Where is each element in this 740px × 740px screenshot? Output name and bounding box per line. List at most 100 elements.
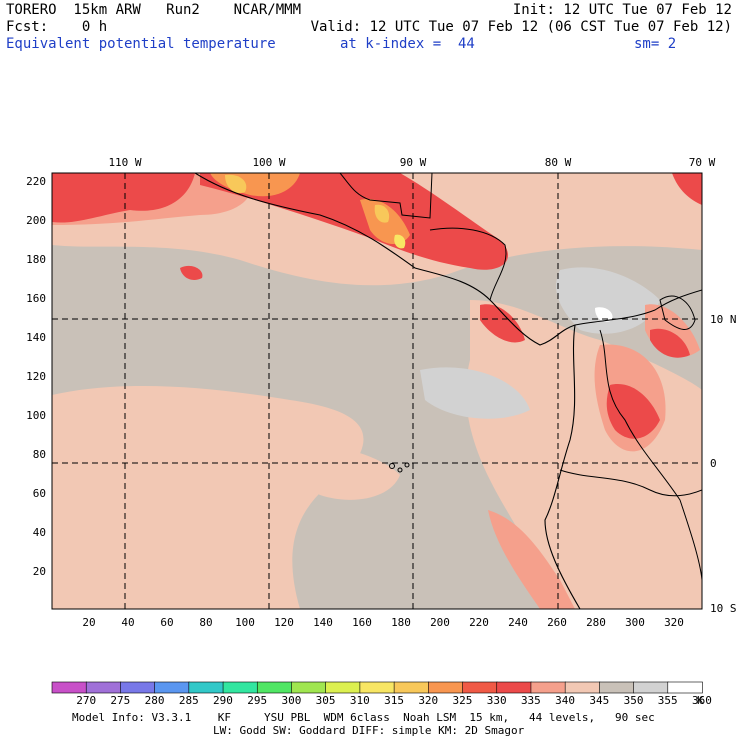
- lake-maracaibo: [659, 295, 696, 330]
- lat-label: 10 N: [710, 313, 737, 326]
- colorbar-swatch: [633, 681, 669, 694]
- x-tick-label: 120: [274, 616, 294, 629]
- colorbar-swatch: [188, 681, 224, 694]
- y-tick-label: 40: [33, 526, 46, 539]
- colorbar-level-label: 340: [555, 694, 576, 707]
- colorbar-level-label: 290: [213, 694, 233, 707]
- colorbar-swatch: [393, 681, 430, 694]
- physics-info: LW: Godd SW: Goddard DIFF: simple KM: 2D…: [213, 724, 525, 737]
- yellow-patch-2: [374, 204, 390, 223]
- colorbar-swatch: [496, 681, 532, 694]
- y-tick-label: 80: [33, 448, 46, 461]
- colorbar: [51, 681, 703, 694]
- top-longitude-labels: 110 W 100 W 90 W 80 W 70 W: [108, 156, 715, 169]
- colorbar-level-label: 330: [486, 694, 507, 707]
- colorbar-swatch: [154, 681, 190, 694]
- colorbar-swatch: [120, 681, 156, 694]
- field-shading: [52, 173, 702, 609]
- y-tick-label: 120: [26, 370, 46, 383]
- x-tick-label: 20: [82, 616, 95, 629]
- colorbar-level-label: 335: [520, 694, 541, 707]
- colorbar-swatch: [85, 681, 122, 694]
- y-tick-label: 100: [26, 409, 46, 422]
- x-tick-label: 260: [547, 616, 567, 629]
- x-tick-label: 300: [625, 616, 645, 629]
- x-tick-label: 160: [352, 616, 372, 629]
- smoothing-label: sm= 2: [634, 36, 677, 52]
- colorbar-level-label: 355: [657, 694, 678, 707]
- colorbar-level-label: 360: [692, 694, 712, 707]
- northeast-red-patch: [672, 173, 702, 205]
- x-tick-label: 40: [121, 616, 134, 629]
- forecast-hour: Fcst: 0 h: [6, 19, 108, 35]
- map-frame: [51, 172, 703, 610]
- lon-label: 110 W: [108, 156, 141, 169]
- colorbar-level-label: 285: [178, 694, 199, 707]
- colorbar-level-label: 305: [315, 694, 336, 707]
- costa-rica-red-patch: [480, 304, 525, 343]
- colorbar-swatch: [599, 681, 635, 694]
- bottom-x-ticks: 20 40 60 80 100 120 140 160 180 200 220 …: [82, 616, 684, 629]
- colorbar-unit: K: [697, 694, 704, 707]
- x-tick-label: 140: [313, 616, 333, 629]
- right-latitude-labels: 10 N 0 10 S: [710, 313, 737, 615]
- y-tick-label: 20: [33, 565, 46, 578]
- colorbar-level-label: 310: [349, 694, 370, 707]
- colorbar-swatch: [667, 681, 703, 694]
- pacific-gray-patch: [420, 367, 530, 419]
- yellow-patch-3: [394, 234, 406, 249]
- y-tick-label: 60: [33, 487, 46, 500]
- south-america-west-coast: [544, 324, 581, 609]
- andes-red-region: [606, 384, 660, 439]
- x-tick-label: 240: [508, 616, 528, 629]
- offshore-red-patch: [180, 265, 203, 280]
- colorbar-swatch: [530, 681, 566, 694]
- northwest-red-region: [52, 173, 195, 223]
- y-tick-label: 140: [26, 331, 46, 344]
- white-patch: [595, 307, 613, 322]
- colorbar-swatch: [428, 681, 464, 694]
- andes-boundary: [599, 329, 702, 581]
- colorbar-swatch: [291, 681, 327, 694]
- field-title: Equivalent potential temperature: [6, 36, 276, 52]
- x-tick-label: 200: [430, 616, 450, 629]
- colorbar-level-label: 315: [384, 694, 404, 707]
- y-tick-label: 180: [26, 253, 46, 266]
- lat-label: 0: [710, 457, 717, 470]
- colorbar-level-label: 295: [247, 694, 268, 707]
- lon-label: 90 W: [400, 156, 427, 169]
- x-tick-label: 320: [664, 616, 684, 629]
- left-y-ticks: 220 200 180 160 140 120 100 80 60 40 20: [26, 175, 46, 578]
- x-tick-label: 60: [160, 616, 173, 629]
- central-america-coastline: [194, 173, 576, 346]
- colorbar-swatch: [325, 681, 361, 694]
- colorbar-swatch: [462, 681, 498, 694]
- colorbar-swatch: [256, 681, 293, 694]
- colorbar-swatch: [51, 681, 88, 694]
- colorbar-level-label: 270: [76, 694, 97, 707]
- colorbar-level-label: 350: [623, 694, 644, 707]
- colorbar-level-label: 325: [452, 694, 473, 707]
- colorbar-level-label: 280: [144, 694, 165, 707]
- x-tick-label: 280: [586, 616, 606, 629]
- y-tick-label: 160: [26, 292, 46, 305]
- run-title: TORERO 15km ARW Run2 NCAR/MMM: [6, 2, 302, 18]
- peru-coast-salmon: [488, 510, 575, 609]
- galapagos-island-2: [397, 467, 403, 473]
- lat-label: 10 S: [710, 602, 737, 615]
- lon-label: 70 W: [689, 156, 716, 169]
- caribbean-coast: [574, 289, 702, 326]
- colorbar-swatch: [222, 681, 259, 694]
- x-tick-label: 180: [391, 616, 411, 629]
- y-tick-label: 220: [26, 175, 46, 188]
- x-tick-label: 100: [235, 616, 255, 629]
- x-tick-label: 220: [469, 616, 489, 629]
- honduras-coast: [429, 227, 507, 301]
- valid-time: Valid: 12 UTC Tue 07 Feb 12 (06 CST Tue …: [310, 19, 732, 35]
- colorbar-swatch: [564, 681, 601, 694]
- init-time: Init: 12 UTC Tue 07 Feb 12: [512, 2, 732, 18]
- colorbar-swatch: [359, 681, 395, 694]
- x-tick-label: 80: [199, 616, 212, 629]
- galapagos-warm-patch: [296, 446, 400, 500]
